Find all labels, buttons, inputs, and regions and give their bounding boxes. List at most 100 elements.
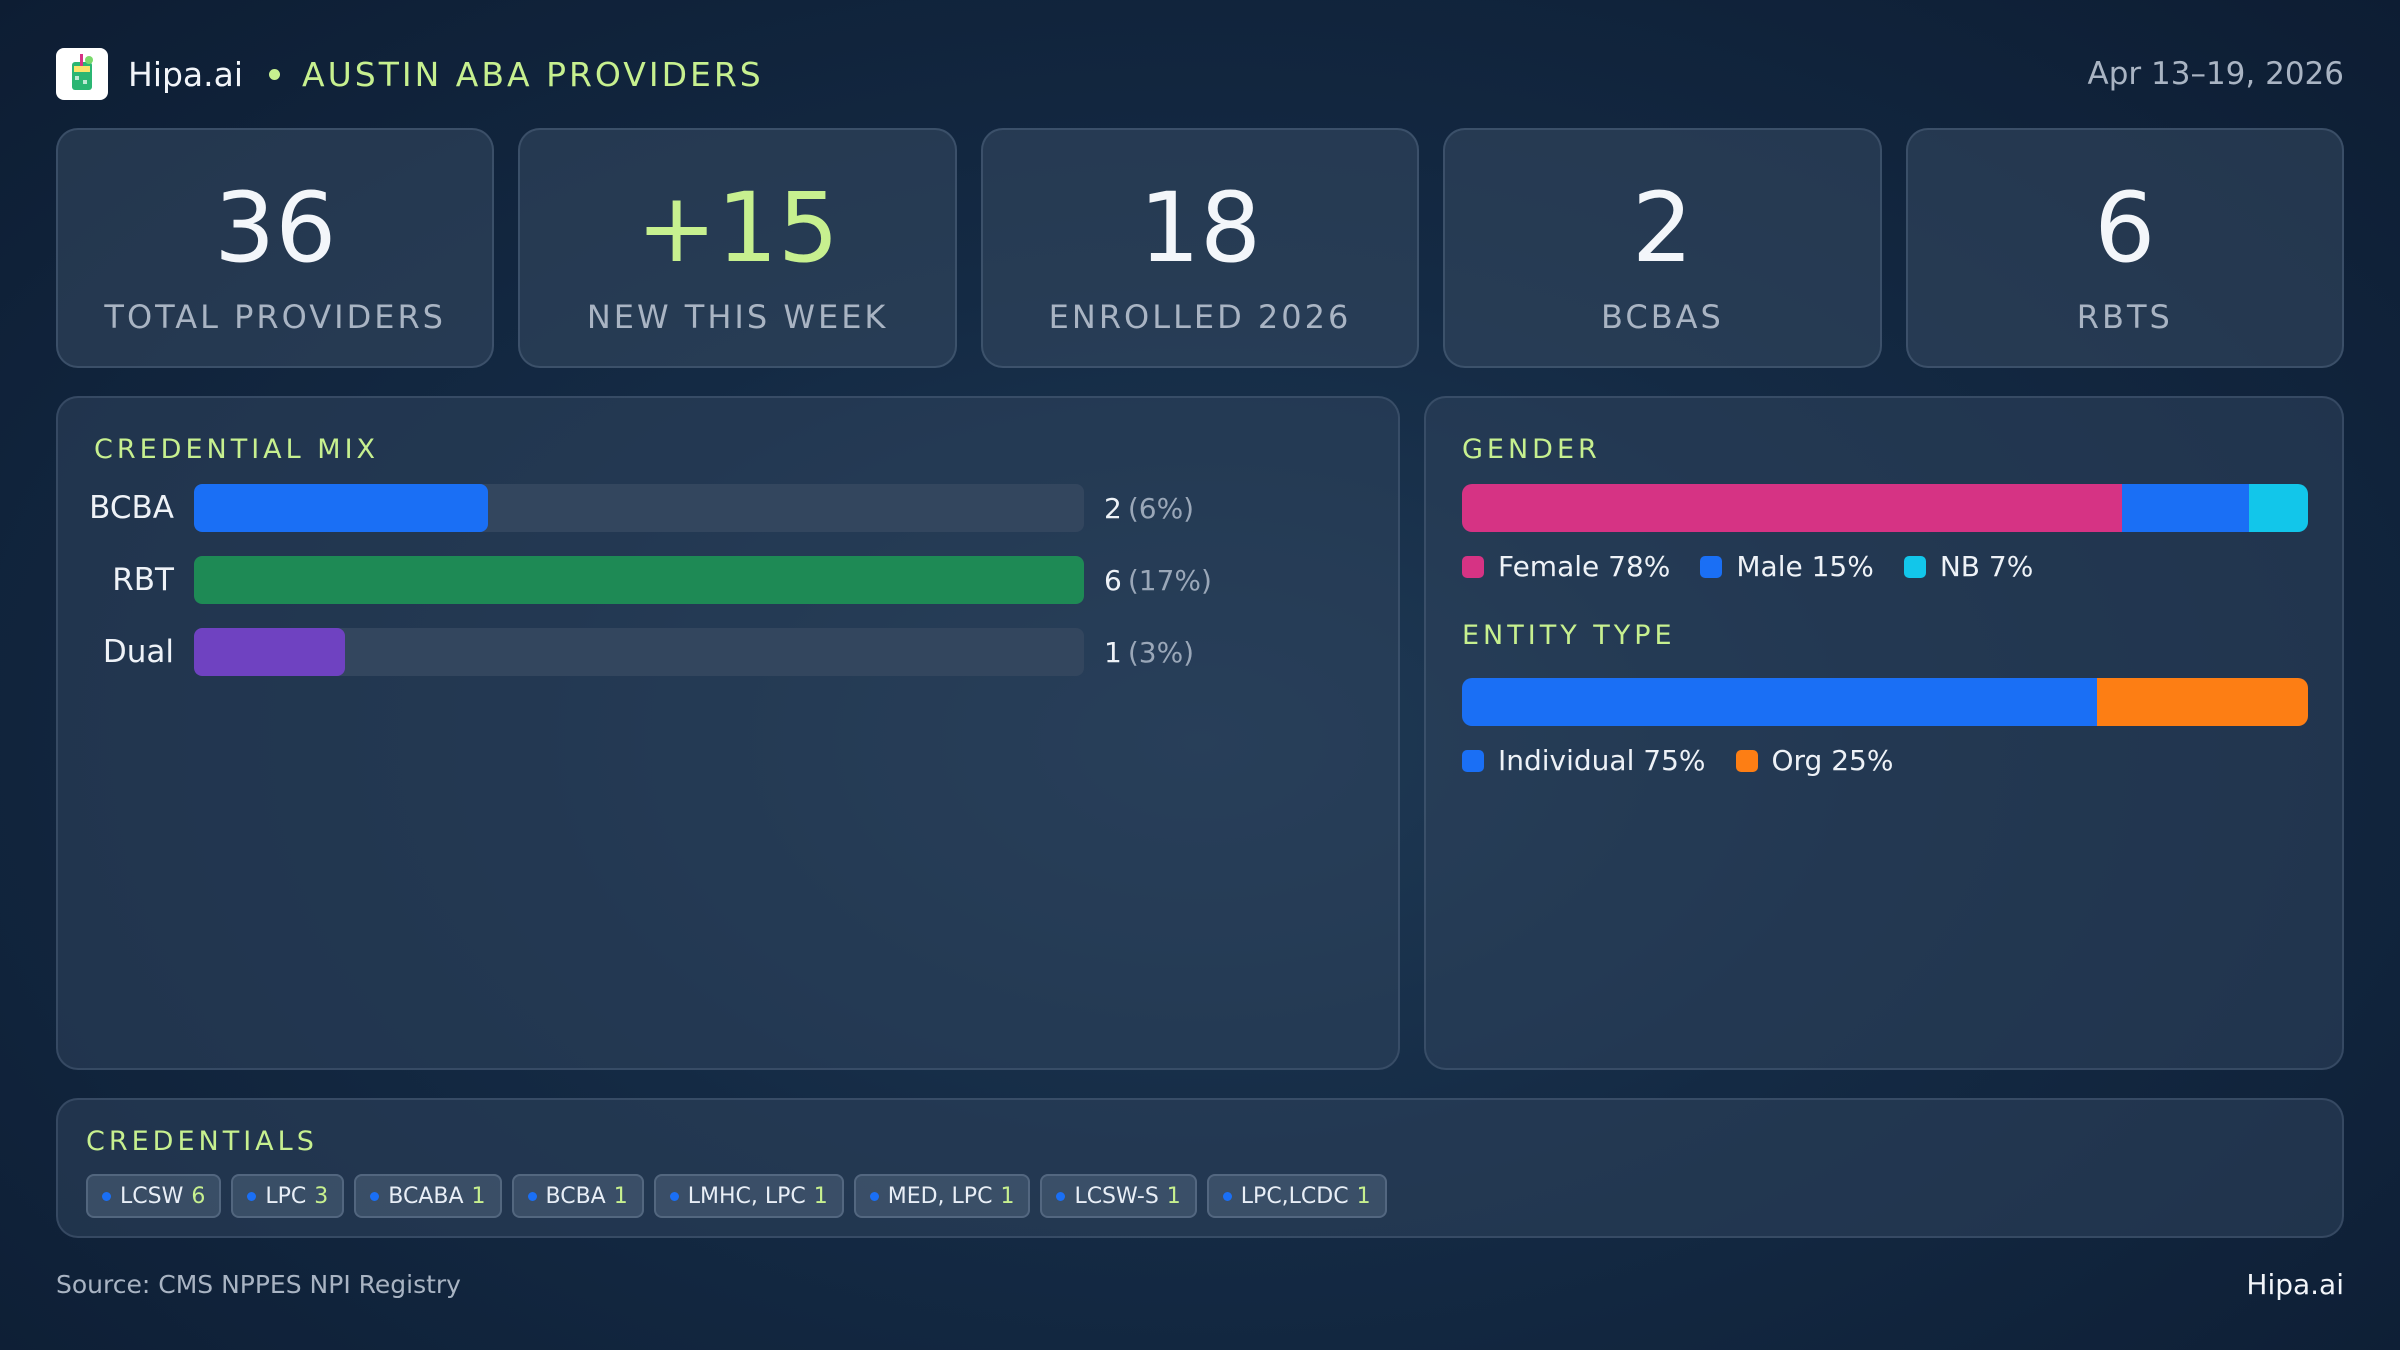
entity-stacked-bar	[1462, 678, 2308, 726]
entity-type-title: ENTITY TYPE	[1462, 620, 1676, 651]
legend-swatch	[1462, 555, 1484, 578]
legend-label: Male 15%	[1736, 550, 1874, 583]
kpi-row: 36 TOTAL PROVIDERS +15 NEW THIS WEEK 18 …	[56, 128, 2345, 368]
chip-name: LCSW-S	[1074, 1183, 1159, 1209]
credentials-title: CREDENTIALS	[86, 1126, 318, 1157]
chip-count: 1	[613, 1183, 628, 1209]
chip-dot	[1056, 1191, 1066, 1201]
legend-swatch	[1700, 555, 1723, 578]
credential-pct: (6%)	[1127, 491, 1195, 525]
stack-segment-2	[2248, 484, 2308, 532]
credential-value: 2 (6%)	[1104, 492, 1194, 525]
footer-brand: Hipa.ai	[2246, 1268, 2344, 1301]
kpi-label: RBTS	[2076, 298, 2173, 336]
kpi-card-total-providers: 36 TOTAL PROVIDERS	[56, 128, 495, 368]
credential-bar-fill	[194, 556, 1084, 604]
header: Hipa.ai AUSTIN ABA PROVIDERS Apr 13–19, …	[56, 46, 2344, 102]
credential-chip[interactable]: LMHC, LPC 1	[653, 1174, 844, 1218]
legend-item-individual: Individual 75%	[1462, 744, 1706, 777]
kpi-card-bcbas: 2 BCBAS	[1443, 128, 1882, 368]
kpi-value: 36	[214, 172, 337, 284]
separator-dot	[269, 68, 281, 80]
page-title: AUSTIN ABA PROVIDERS	[302, 54, 764, 94]
credential-chip-list: LCSW 6 LPC 3 BCABA 1 BCBA 1 LMHC, LPC 1 MED, …	[86, 1174, 1387, 1218]
kpi-value: 2	[1631, 172, 1693, 284]
credential-chip[interactable]: BCABA 1	[354, 1174, 502, 1218]
kpi-card-new-this-week: +15 NEW THIS WEEK	[518, 128, 957, 368]
stack-segment-0	[1462, 678, 2097, 726]
legend-swatch	[1735, 749, 1758, 772]
chip-count: 1	[1166, 1183, 1181, 1209]
credential-value: 1 (3%)	[1104, 636, 1194, 669]
chip-dot	[370, 1191, 380, 1201]
credential-mix-panel: CREDENTIAL MIX BCBA 2 (6%) RBT 6 (17%) Dua…	[56, 396, 1400, 1070]
credential-bar-fill	[194, 628, 346, 676]
chip-dot	[247, 1191, 257, 1201]
gender-stacked-bar	[1462, 484, 2308, 532]
legend-label: Female 78%	[1498, 550, 1671, 583]
chip-count: 1	[1356, 1183, 1371, 1209]
chip-count: 6	[191, 1183, 206, 1209]
credential-bar-track	[194, 628, 1084, 676]
credential-chip[interactable]: LCSW-S 1	[1040, 1174, 1197, 1218]
legend-label: Individual 75%	[1498, 744, 1706, 777]
credential-pct: (3%)	[1127, 635, 1195, 669]
credential-row-dual: Dual 1 (3%)	[58, 628, 1194, 676]
chip-dot	[527, 1191, 537, 1201]
brand-name: Hipa.ai	[128, 54, 244, 94]
credential-count: 2	[1104, 491, 1122, 525]
kpi-label: BCBAS	[1600, 298, 1724, 336]
credential-count: 6	[1104, 563, 1122, 597]
chip-count: 3	[314, 1183, 329, 1209]
stack-segment-1	[2096, 678, 2308, 726]
legend-item-nb: NB 7%	[1903, 550, 2033, 583]
credential-value: 6 (17%)	[1104, 564, 1212, 597]
credential-chip[interactable]: BCBA 1	[511, 1174, 644, 1218]
chip-name: LCSW	[120, 1183, 184, 1209]
chip-name: BCABA	[388, 1183, 464, 1209]
chip-name: LPC,LCDC	[1240, 1183, 1349, 1209]
legend-item-female: Female 78%	[1462, 550, 1670, 583]
credential-bar-track	[194, 484, 1084, 532]
kpi-value: +15	[636, 172, 839, 284]
legend-swatch	[1903, 555, 1926, 578]
credentials-panel: CREDENTIALS LCSW 6 LPC 3 BCABA 1 BCBA 1 LMHC…	[56, 1098, 2344, 1238]
legend-item-org: Org 25%	[1735, 744, 1894, 777]
credential-bar-fill	[194, 484, 488, 532]
chip-dot	[102, 1191, 111, 1201]
credential-chip[interactable]: MED, LPC 1	[853, 1174, 1031, 1218]
gender-legend: Female 78% Male 15% NB 7%	[1462, 550, 2063, 583]
chip-dot	[1222, 1191, 1232, 1201]
credential-label: Dual	[102, 634, 174, 670]
kpi-card-enrolled: 18 ENROLLED 2026	[980, 128, 1420, 368]
legend-item-male: Male 15%	[1700, 550, 1874, 583]
demographics-panel: GENDER Female 78% Male 15% NB 7% ENTITY …	[1424, 396, 2344, 1070]
credential-mix-title: CREDENTIAL MIX	[94, 434, 380, 465]
credential-bar-track	[194, 556, 1084, 604]
kpi-value: 6	[2094, 172, 2156, 284]
entity-legend: Individual 75% Org 25%	[1462, 744, 1923, 777]
chip-count: 1	[1000, 1183, 1015, 1209]
chip-name: BCBA	[545, 1183, 606, 1209]
chip-dot	[669, 1191, 679, 1201]
kpi-card-rbts: 6 RBTS	[1905, 128, 2345, 368]
credential-row-rbt: RBT 6 (17%)	[58, 556, 1212, 604]
stack-segment-0	[1462, 484, 2122, 532]
chip-name: LMHC, LPC	[687, 1183, 806, 1209]
credential-chip[interactable]: LPC,LCDC 1	[1206, 1174, 1387, 1218]
chip-count: 1	[813, 1183, 828, 1209]
credential-label: RBT	[112, 562, 174, 598]
legend-label: Org 25%	[1771, 744, 1894, 777]
credential-chip[interactable]: LPC 3	[231, 1174, 345, 1218]
credential-label: BCBA	[89, 490, 174, 526]
source-note: Source: CMS NPPES NPI Registry	[56, 1270, 461, 1299]
credential-row-bcba: BCBA 2 (6%)	[58, 484, 1194, 532]
legend-swatch	[1462, 749, 1484, 772]
credential-pct: (17%)	[1127, 563, 1212, 597]
credential-chip[interactable]: LCSW 6	[86, 1174, 222, 1218]
gender-title: GENDER	[1462, 434, 1601, 465]
kpi-value: 18	[1138, 172, 1262, 284]
kpi-label: ENROLLED 2026	[1048, 298, 1352, 336]
date-range: Apr 13–19, 2026	[2087, 56, 2344, 92]
kpi-label: TOTAL PROVIDERS	[104, 298, 446, 336]
